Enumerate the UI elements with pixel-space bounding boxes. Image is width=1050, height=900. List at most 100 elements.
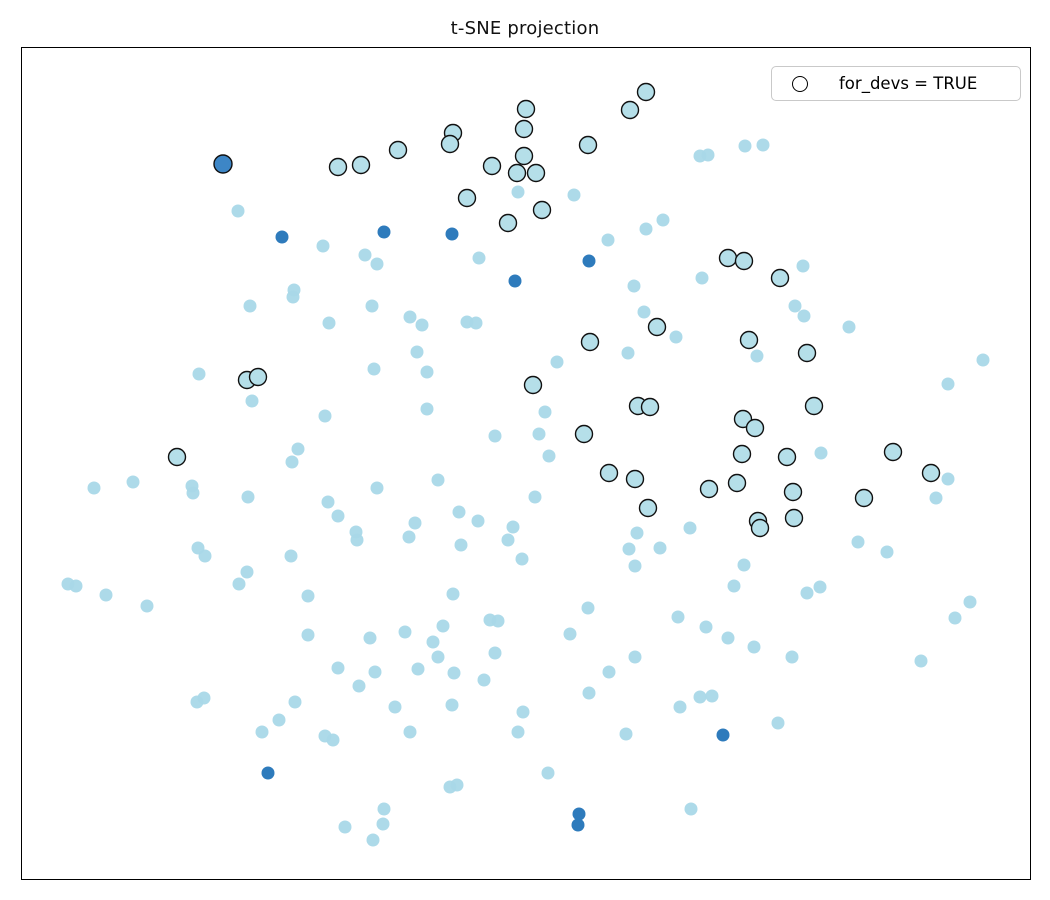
scatter-point xyxy=(69,579,83,593)
scatter-point xyxy=(532,200,552,220)
scatter-point xyxy=(275,230,289,244)
scatter-point xyxy=(498,213,518,233)
scatter-point xyxy=(388,140,408,160)
scatter-point xyxy=(261,766,275,780)
scatter-point xyxy=(571,818,585,832)
scatter-point xyxy=(699,620,713,634)
scatter-point xyxy=(599,463,619,483)
scatter-point xyxy=(528,490,542,504)
scatter-point xyxy=(446,587,460,601)
scatter-point xyxy=(550,355,564,369)
scatter-point xyxy=(572,807,586,821)
scatter-point xyxy=(232,577,246,591)
scatter-point xyxy=(328,157,348,177)
scatter-point xyxy=(622,542,636,556)
scatter-point xyxy=(450,778,464,792)
scatter-point xyxy=(745,418,765,438)
scatter-point xyxy=(192,367,206,381)
scatter-point xyxy=(526,163,546,183)
scatter-point xyxy=(366,833,380,847)
scatter-point xyxy=(693,690,707,704)
scatter-point xyxy=(750,349,764,363)
scatter-point xyxy=(368,665,382,679)
scatter-point xyxy=(804,396,824,416)
scatter-point xyxy=(213,154,233,174)
scatter-point xyxy=(842,320,856,334)
scatter-point xyxy=(243,299,257,313)
scatter-point xyxy=(647,317,667,337)
scatter-point xyxy=(673,700,687,714)
scatter-point xyxy=(365,299,379,313)
scatter-point xyxy=(718,248,738,268)
scatter-point xyxy=(402,530,416,544)
scatter-point xyxy=(532,427,546,441)
plot-area: for_devs = TRUE xyxy=(21,47,1031,880)
scatter-point xyxy=(656,213,670,227)
scatter-point xyxy=(929,491,943,505)
scatter-point xyxy=(507,163,527,183)
open-circle-marker-icon xyxy=(792,75,808,92)
scatter-point xyxy=(737,558,751,572)
scatter-point xyxy=(747,640,761,654)
scatter-point xyxy=(240,565,254,579)
scatter-point xyxy=(640,397,660,417)
scatter-point xyxy=(695,271,709,285)
scatter-point xyxy=(482,156,502,176)
scatter-point xyxy=(738,139,752,153)
scatter-point xyxy=(126,475,140,489)
scatter-point xyxy=(621,346,635,360)
scatter-point xyxy=(350,533,364,547)
scatter-point xyxy=(471,514,485,528)
scatter-point xyxy=(410,345,424,359)
scatter-point xyxy=(370,257,384,271)
scatter-point xyxy=(376,817,390,831)
scatter-point xyxy=(197,691,211,705)
scatter-point xyxy=(800,586,814,600)
scatter-point xyxy=(377,802,391,816)
scatter-point xyxy=(619,727,633,741)
scatter-point xyxy=(363,631,377,645)
scatter-point xyxy=(883,442,903,462)
scatter-point xyxy=(352,679,366,693)
scatter-point xyxy=(669,330,683,344)
scatter-point xyxy=(436,619,450,633)
scatter-point xyxy=(367,362,381,376)
scatter-point xyxy=(574,424,594,444)
scatter-point xyxy=(783,482,803,502)
scatter-point xyxy=(415,318,429,332)
scatter-point xyxy=(411,662,425,676)
scatter-point xyxy=(248,367,268,387)
scatter-point xyxy=(620,100,640,120)
scatter-point xyxy=(377,225,391,239)
scatter-point xyxy=(516,99,536,119)
scatter-point xyxy=(750,518,770,538)
scatter-point xyxy=(452,505,466,519)
scatter-point xyxy=(541,766,555,780)
scatter-point xyxy=(515,552,529,566)
scatter-point xyxy=(523,375,543,395)
scatter-canvas xyxy=(61,82,990,847)
scatter-point xyxy=(408,516,422,530)
scatter-point xyxy=(472,251,486,265)
scatter-point xyxy=(721,631,735,645)
scatter-point xyxy=(914,654,928,668)
scatter-point xyxy=(291,442,305,456)
scatter-point xyxy=(948,611,962,625)
scatter-point xyxy=(321,495,335,509)
scatter-point xyxy=(186,486,200,500)
scatter-point xyxy=(272,713,286,727)
legend: for_devs = TRUE xyxy=(771,66,1021,101)
scatter-point xyxy=(491,614,505,628)
scatter-point xyxy=(231,204,245,218)
scatter-point xyxy=(477,673,491,687)
scatter-point xyxy=(578,135,598,155)
scatter-point xyxy=(241,490,255,504)
scatter-point xyxy=(514,119,534,139)
scatter-point xyxy=(797,343,817,363)
scatter-point xyxy=(511,185,525,199)
scatter-point xyxy=(542,449,556,463)
scatter-point xyxy=(716,728,730,742)
scatter-point xyxy=(288,695,302,709)
scatter-point xyxy=(508,274,522,288)
scatter-point xyxy=(771,716,785,730)
